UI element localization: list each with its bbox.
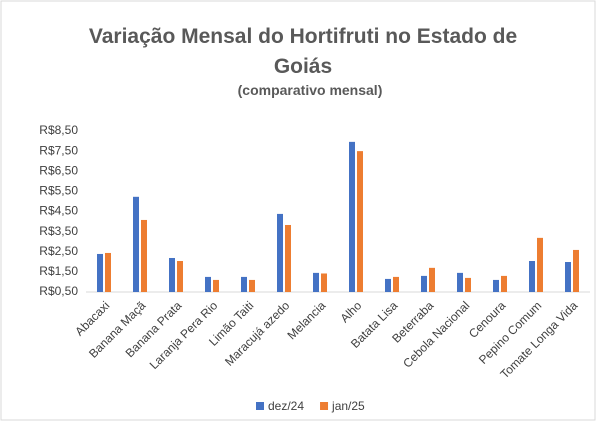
y-tick-label: R$0,50 [39, 284, 78, 298]
x-tick-label: Maracujá azedo [222, 298, 293, 369]
bar [385, 278, 391, 292]
bar [133, 196, 139, 292]
bar [213, 279, 219, 292]
y-tick-label: R$4,50 [39, 204, 78, 218]
bar [349, 141, 355, 292]
legend-label: dez/24 [268, 399, 304, 413]
bar [429, 267, 435, 292]
bar [573, 249, 579, 292]
bar [529, 261, 535, 292]
x-tick-label: Cebola Nacional [400, 298, 472, 370]
bar [393, 276, 399, 292]
bar [465, 277, 471, 292]
bar [285, 224, 291, 292]
y-tick-label: R$7,50 [39, 143, 78, 157]
bar [277, 213, 283, 292]
y-tick-label: R$2,50 [39, 244, 78, 258]
x-tick-label: Melancia [285, 298, 329, 342]
bar [321, 273, 327, 292]
bar [493, 279, 499, 292]
bar [357, 151, 363, 292]
y-tick-label: R$1,50 [39, 264, 78, 278]
legend-swatch [320, 402, 329, 410]
bar [501, 275, 507, 292]
bar [205, 276, 211, 292]
bar [457, 272, 463, 292]
bar [249, 279, 255, 292]
bar [97, 253, 103, 292]
bar [177, 261, 183, 292]
bar [141, 219, 147, 292]
bar [537, 237, 543, 292]
legend-swatch [256, 402, 264, 410]
y-tick-label: R$6,50 [39, 163, 78, 177]
x-tick-label: Pepino Comum [476, 298, 544, 366]
x-tick-label: Alho [337, 298, 364, 325]
bar [105, 252, 111, 292]
bar [241, 276, 247, 292]
bar [565, 262, 571, 292]
bar [421, 275, 427, 292]
bar [169, 257, 175, 292]
chart-title: Variação Mensal do Hortifruti no Estado … [88, 25, 518, 78]
y-tick-label: R$5,50 [39, 184, 78, 198]
chart-subtitle: (comparativo mensal) [237, 82, 383, 98]
legend-label: jan/25 [331, 399, 365, 413]
y-tick-label: R$3,50 [39, 224, 78, 238]
y-tick-label: R$8,50 [39, 123, 78, 137]
bar [313, 272, 319, 292]
